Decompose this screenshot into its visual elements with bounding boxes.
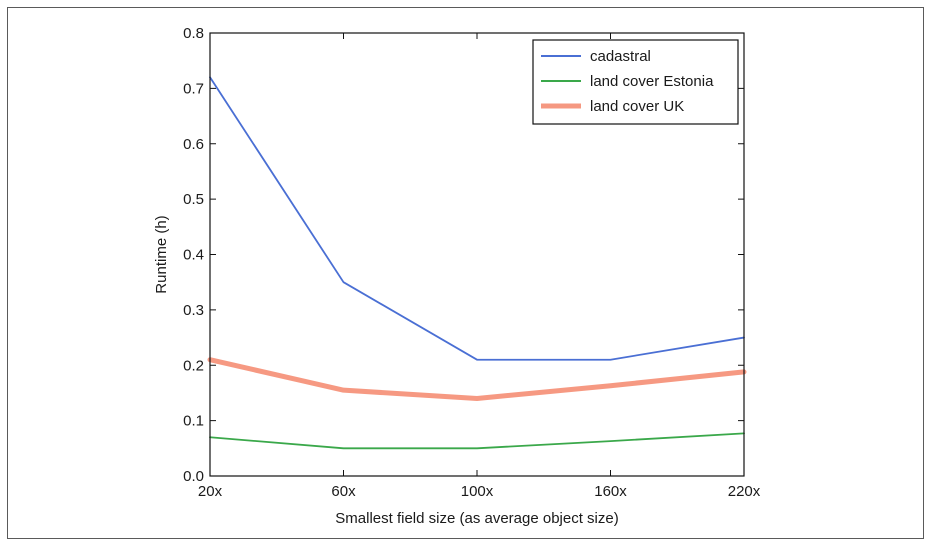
y-tick-label: 0.3 [183,302,204,319]
x-tick-label: 20x [198,483,223,500]
y-tick-label: 0.2 [183,357,204,374]
y-tick-label: 0.4 [183,247,204,264]
x-tick-label: 100x [461,483,494,500]
series-line-land-cover-estonia [209,432,745,450]
y-axis: 0.0 0.1 0.2 0.3 0.4 0.5 0.6 0.7 0.8 [183,25,744,485]
x-axis: 20x 60x 100x 160x 220x [198,33,761,500]
figure-frame [7,7,924,539]
x-tick-label: 160x [594,483,627,500]
legend-label: land cover Estonia [590,73,714,90]
y-tick-label: 0.7 [183,80,204,97]
legend-label: land cover UK [590,98,684,115]
y-tick-label: 0.0 [183,468,204,485]
y-tick-label: 0.6 [183,136,204,153]
legend: cadastral land cover Estonia land cover UK [532,39,739,125]
y-tick-label: 0.8 [183,25,204,42]
series-line-land-cover-uk [207,357,747,401]
y-tick-label: 0.5 [183,191,204,208]
x-tick-label: 60x [331,483,356,500]
x-tick-label: 220x [728,483,761,500]
y-axis-label: Runtime (h) [153,215,170,293]
chart-marks [207,76,747,450]
y-tick-label: 0.1 [183,413,204,430]
x-axis-label: Smallest field size (as average object s… [335,510,618,527]
legend-label: cadastral [590,48,651,65]
